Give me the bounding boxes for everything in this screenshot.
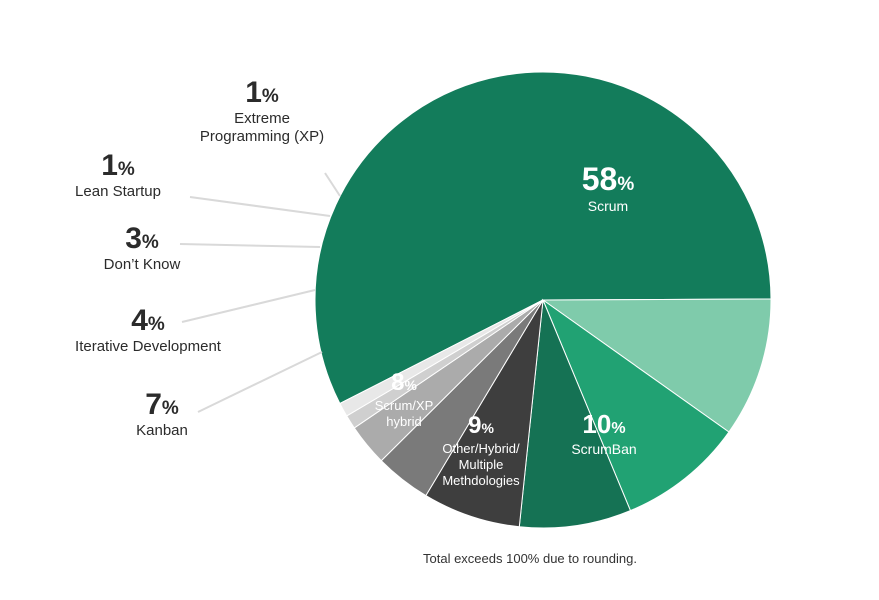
slice-label-extreme-programming-xp: Extreme Programming (XP) xyxy=(200,110,324,145)
leader-line-extreme-programming-xp xyxy=(325,173,340,196)
slice-value-iterative-development: 4% xyxy=(131,304,165,337)
slice-label-scrum: Scrum xyxy=(588,198,628,214)
slice-label-don-t-know: Don’t Know xyxy=(104,256,181,273)
slice-label-scrumban: ScrumBan xyxy=(571,441,636,457)
leader-line-lean-startup xyxy=(190,197,330,216)
leader-line-don-t-know xyxy=(180,244,320,247)
slice-label-iterative-development: Iterative Development xyxy=(75,338,222,355)
chart-footnote: Total exceeds 100% due to rounding. xyxy=(423,551,637,566)
leader-line-kanban xyxy=(198,352,322,412)
slice-value-extreme-programming-xp: 1% xyxy=(245,76,279,109)
slice-value-don-t-know: 3% xyxy=(125,222,159,255)
slice-value-lean-startup: 1% xyxy=(101,149,135,182)
slice-label-lean-startup: Lean Startup xyxy=(75,183,161,200)
slice-label-kanban: Kanban xyxy=(136,422,188,439)
slice-value-kanban: 7% xyxy=(145,388,179,421)
leader-line-iterative-development xyxy=(182,290,315,322)
